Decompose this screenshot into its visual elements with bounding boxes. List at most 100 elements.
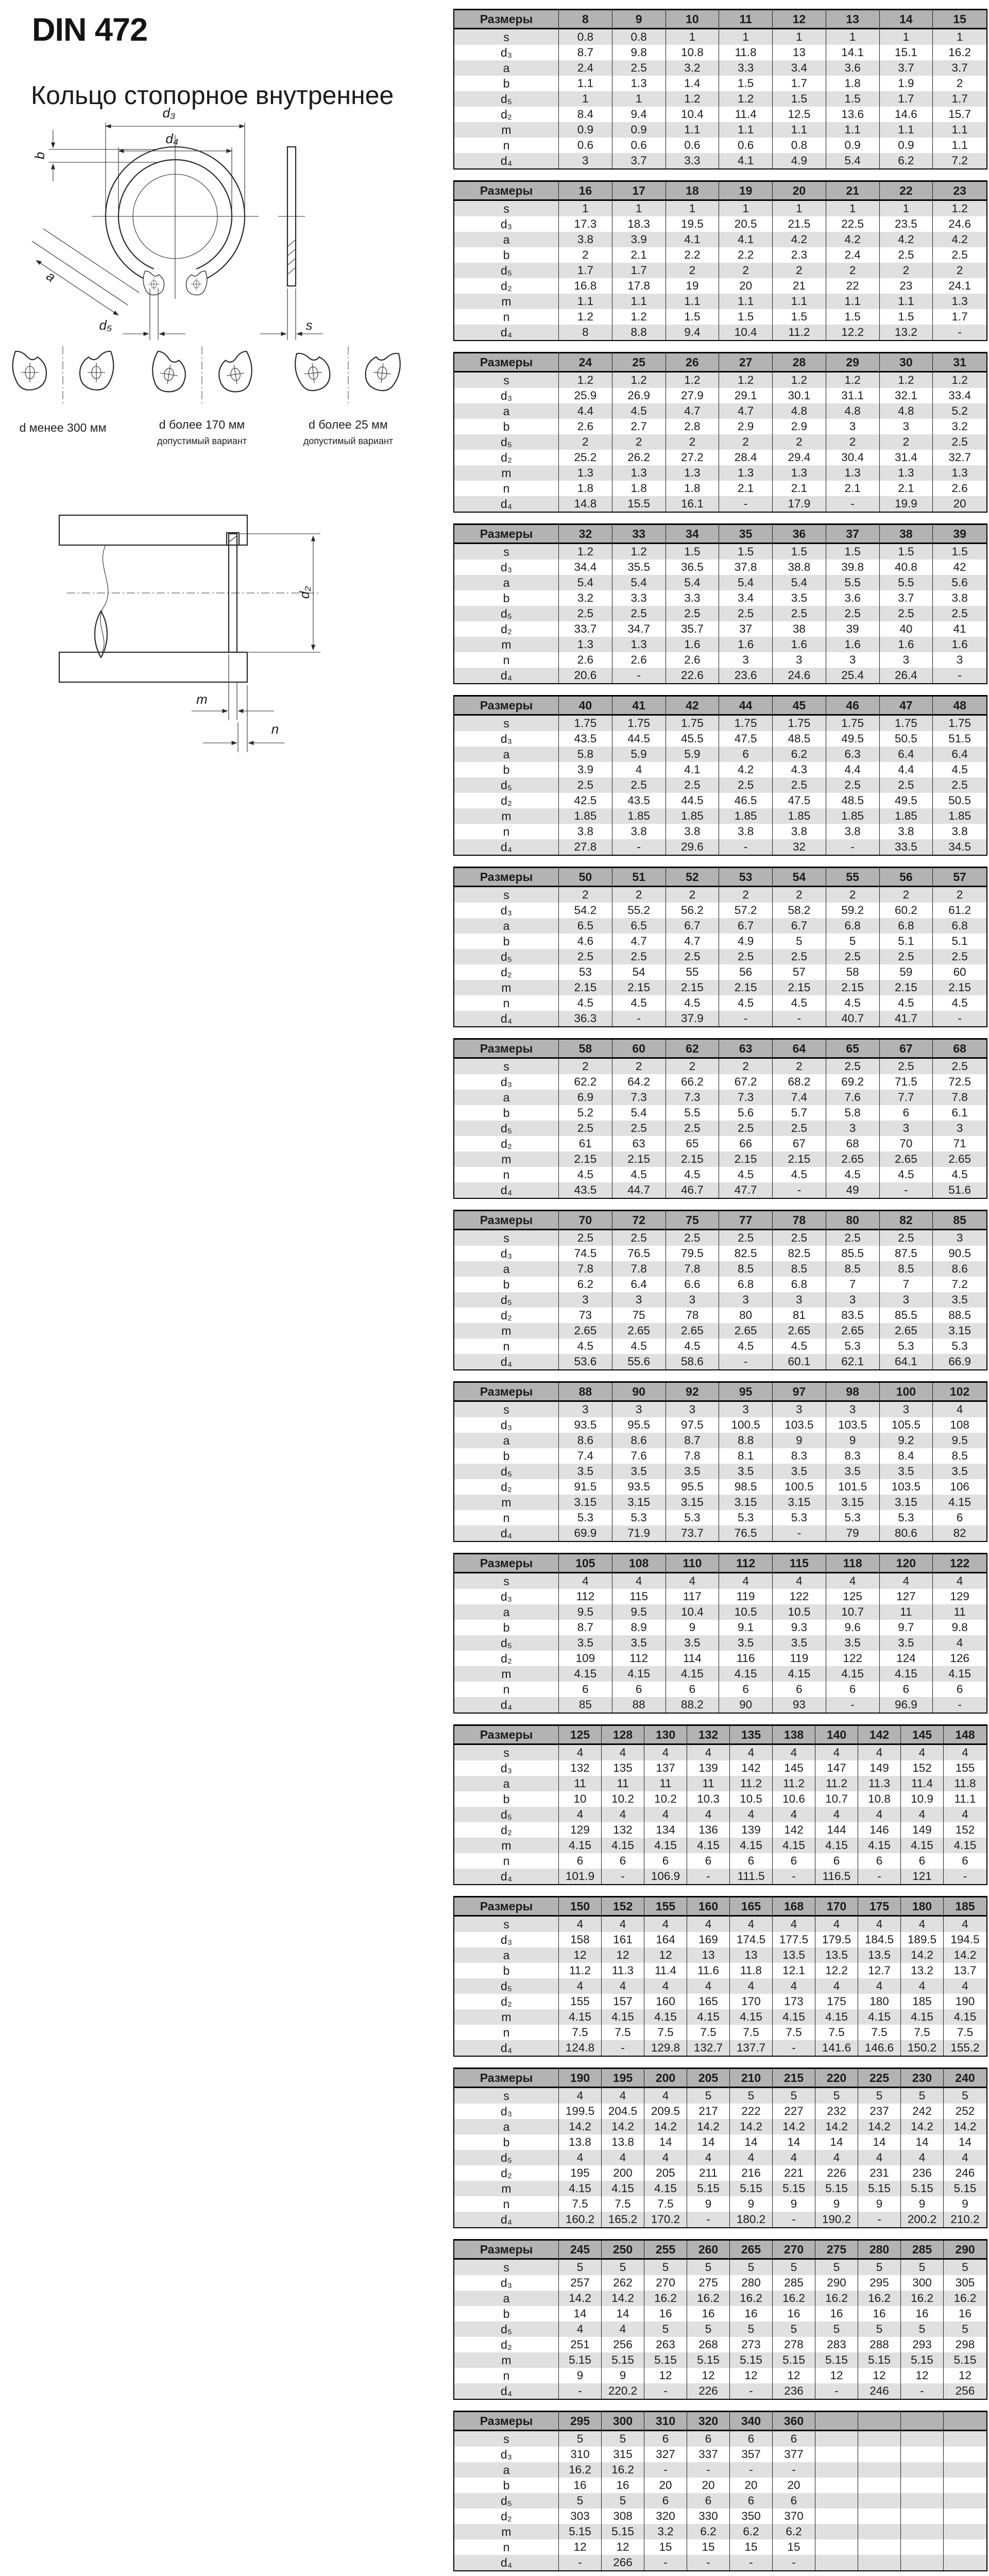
value-cell: 10.8 [666,45,720,60]
value-cell: - [944,1869,986,1884]
value-cell: - [826,1697,880,1713]
value-cell: 6 [773,2431,815,2447]
row-label-cell: d₄ [454,496,559,512]
value-cell: 8.5 [879,1261,933,1277]
value-cell: 330 [687,2509,730,2524]
value-cell: 3 [666,1292,720,1308]
value-cell: 6 [962,1854,968,1867]
row-label-cell: d₄ [454,2555,559,2570]
value-cell: 2.8 [666,419,720,434]
value-cell: 16.2 [644,2291,687,2306]
value-cell: 1.1 [559,76,612,91]
value-cell: 2.5 [773,1121,826,1136]
value-cell: 4 [933,1402,986,1417]
value-cell: 88.5 [948,1308,971,1321]
value-cell: 124 [880,1651,933,1666]
value-cell: 139 [730,1822,773,1838]
value-cell: 251 [559,2337,602,2352]
value-cell: 2.15 [933,980,986,995]
value-cell: 12 [644,1947,687,1963]
value-cell: 268 [687,2337,730,2352]
header-size-cell: 360 [773,2412,815,2431]
value-cell: 200.2 [901,2212,944,2227]
variant-caption-3: d более 25 мм [309,418,388,431]
value-cell [901,2478,944,2493]
dim-label-s: s [306,317,313,333]
value-cell: 4.2 [826,232,880,247]
value-cell: 14.2 [602,2119,644,2134]
dim-label-a: a [44,268,59,285]
value-cell: 3 [879,1402,933,1417]
value-cell [901,2555,944,2570]
value-cell: 5.6 [719,1105,773,1121]
value-cell: 8.8 [612,325,666,340]
value-cell: 11.8 [719,45,773,60]
value-cell: 4 [901,1807,944,1822]
value-cell: 6 [880,1682,933,1697]
value-cell: 6 [880,1105,933,1121]
value-cell: 5 [815,2260,858,2275]
cross-section-diagram: d₂ m n [58,514,320,752]
value-cell: 16 [815,2306,858,2321]
value-cell: 14.2 [773,2119,815,2134]
value-cell: 2.5 [933,777,986,793]
row-label-cell: s [454,1573,559,1589]
value-cell: 4 [858,2150,901,2165]
value-cell: 7.5 [957,2025,974,2039]
value-cell: 122 [826,1651,880,1666]
value-cell [815,2447,858,2462]
value-cell: 11.6 [687,1963,730,1978]
value-cell: 4 [666,1573,720,1589]
row-label-cell: a [454,232,559,247]
value-cell: 43.5 [612,793,666,808]
value-cell: 10.8 [858,1791,901,1807]
row-label-cell: d₅ [454,1978,559,1994]
value-cell: - [687,2212,730,2227]
value-cell: 2 [879,263,933,278]
value-cell: 3 [559,1402,612,1417]
value-cell [815,2524,858,2539]
value-cell: 1.1 [719,122,773,138]
table-block: Размеры 105 108 110 112 115 118 120 122 s 4 4 4 4 4 4 4 4… [453,1553,987,1714]
value-cell: 6.6 [666,1277,720,1292]
value-cell: 2.65 [879,1323,933,1338]
value-cell: 41 [953,622,966,635]
header-label-cell: Размеры [454,525,559,544]
value-cell: 4 [773,1978,815,1994]
value-cell: 3.7 [612,153,666,168]
value-cell: 4 [933,1573,986,1589]
value-cell: 1.6 [773,637,826,652]
value-cell: 90.5 [948,1246,971,1260]
value-cell: - [773,1011,826,1026]
value-cell: 4.15 [858,2009,901,2025]
value-cell: 20 [644,2478,687,2493]
value-cell: 4.15 [730,2009,773,2025]
value-cell: 2.5 [879,1059,933,1074]
row-label-cell: m [454,122,559,138]
header-size-cell: 14 [879,10,933,29]
value-cell: 2.5 [826,1059,880,1074]
header-size-cell: 47 [879,697,933,716]
value-cell: 227 [773,2104,815,2119]
value-cell: 16.2 [602,2462,644,2478]
value-cell: 10.5 [719,1604,773,1620]
value-cell: 2 [719,263,773,278]
value-cell: 1.2 [559,544,612,560]
header-size-cell: 23 [933,182,986,201]
header-size-cell: 11 [719,10,773,29]
value-cell: 9 [773,2196,815,2212]
row-label-cell: d₅ [454,1807,559,1822]
value-cell: 103.5 [826,1417,880,1433]
row-label-cell: d₃ [454,216,559,232]
value-cell: 1.1 [666,294,720,309]
value-cell: 2.5 [559,777,612,793]
header-size-cell: 44 [719,697,773,716]
value-cell: 100.5 [719,1417,773,1433]
value-cell: 2.5 [666,1230,720,1246]
value-cell: 3 [826,419,880,434]
value-cell: 2.5 [719,949,773,964]
header-size-cell: 15 [933,10,986,29]
header-size-cell: 18 [666,182,720,201]
value-cell: 305 [955,2276,975,2289]
value-cell: 5.4 [612,1105,666,1121]
